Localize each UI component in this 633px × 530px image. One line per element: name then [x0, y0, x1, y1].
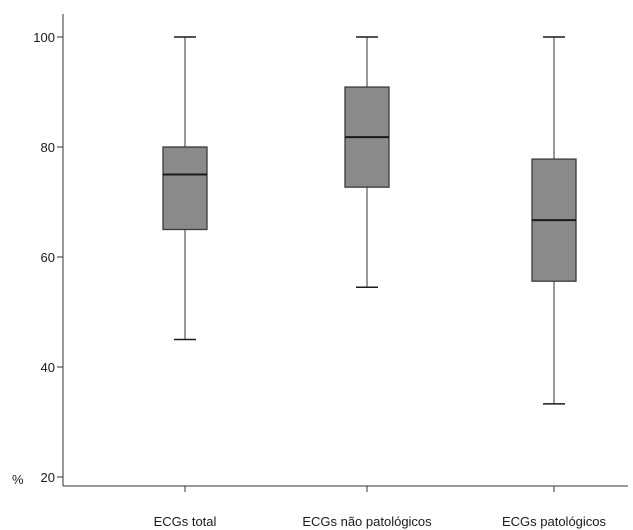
axes [62, 14, 628, 487]
x-ticks: ECGs total ECGs não patológicos ECGs patol… [154, 486, 607, 529]
x-category-label: ECGs não patológicos [302, 514, 432, 529]
x-category-label: ECGs total [154, 514, 217, 529]
y-tick-label: 60 [41, 250, 55, 265]
boxes [162, 36, 577, 405]
x-category-label: ECGs patológicos [502, 514, 607, 529]
y-ticks: 20 40 60 80 100 [33, 30, 63, 485]
y-axis-title: % [12, 472, 24, 487]
y-tick-label: 100 [33, 30, 55, 45]
box-group [162, 36, 208, 341]
y-tick-label: 40 [41, 360, 55, 375]
box-group [531, 36, 577, 405]
iqr-box [162, 146, 208, 231]
box-group [344, 36, 390, 288]
y-tick-label: 80 [41, 140, 55, 155]
y-tick-label: 20 [41, 470, 55, 485]
